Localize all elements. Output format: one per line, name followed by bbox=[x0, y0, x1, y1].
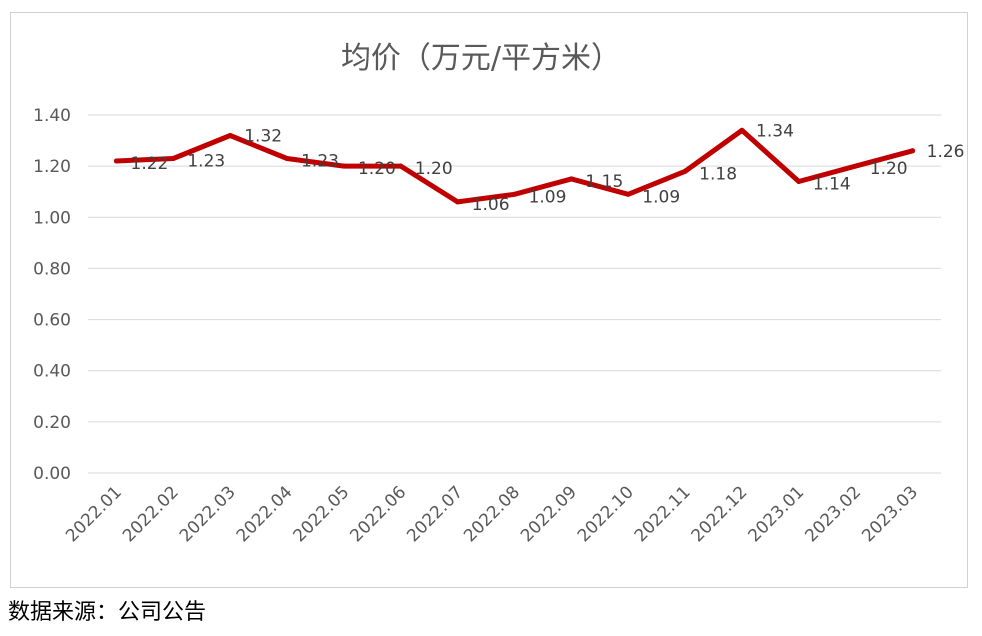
x-tick-label: 2022.03 bbox=[176, 482, 240, 546]
data-label: 1.22 bbox=[131, 154, 169, 174]
y-tick-label: 1.40 bbox=[33, 106, 71, 126]
x-tick-label: 2022.10 bbox=[574, 482, 638, 546]
x-axis-ticks: 2022.012022.022022.032022.042022.052022.… bbox=[62, 482, 922, 546]
x-tick-label: 2023.02 bbox=[801, 482, 865, 546]
data-point bbox=[284, 155, 290, 161]
x-tick-label: 2023.03 bbox=[858, 482, 922, 546]
data-label: 1.20 bbox=[358, 159, 396, 179]
x-tick-label: 2023.01 bbox=[745, 482, 809, 546]
x-tick-label: 2022.09 bbox=[517, 482, 581, 546]
data-point bbox=[682, 168, 688, 174]
chart-title: 均价（万元/平方米） bbox=[341, 41, 621, 76]
data-label: 1.15 bbox=[585, 172, 623, 192]
data-label: 1.20 bbox=[870, 159, 908, 179]
chart-frame: 均价（万元/平方米） 0.00 0.20 0.40 0.60 0.80 1.00 1.20 1… bbox=[10, 12, 968, 588]
x-tick-label: 2022.04 bbox=[233, 482, 297, 546]
data-point bbox=[398, 163, 404, 169]
data-label: 1.09 bbox=[642, 187, 680, 207]
y-axis-ticks: 0.00 0.20 0.40 0.60 0.80 1.00 1.20 1.40 bbox=[33, 106, 71, 484]
data-point bbox=[739, 127, 745, 133]
y-tick-label: 0.80 bbox=[33, 259, 71, 279]
data-label: 1.23 bbox=[301, 151, 339, 171]
x-tick-label: 2022.01 bbox=[62, 482, 126, 546]
y-tick-label: 0.00 bbox=[33, 464, 71, 484]
gridlines bbox=[88, 114, 941, 474]
data-label: 1.09 bbox=[529, 187, 567, 207]
data-point bbox=[512, 191, 517, 197]
data-point bbox=[853, 163, 859, 169]
data-label: 1.18 bbox=[699, 164, 737, 184]
y-tick-label: 1.20 bbox=[33, 157, 71, 177]
data-point bbox=[455, 199, 461, 205]
data-point bbox=[910, 148, 916, 154]
x-tick-label: 2022.12 bbox=[688, 482, 752, 546]
data-label: 1.34 bbox=[756, 121, 794, 141]
y-tick-label: 0.20 bbox=[33, 413, 71, 433]
data-labels: 1.22 1.23 1.32 1.23 1.20 1.20 1.06 1.09 1.15 1.09… bbox=[131, 121, 965, 215]
source-note: 数据来源：公司公告 bbox=[8, 600, 207, 625]
data-label: 1.26 bbox=[927, 142, 965, 162]
y-tick-label: 0.60 bbox=[33, 311, 71, 331]
data-point bbox=[113, 158, 119, 164]
data-point bbox=[341, 163, 347, 169]
x-tick-label: 2022.07 bbox=[403, 482, 467, 546]
x-tick-label: 2022.05 bbox=[290, 482, 354, 546]
series-line-layer bbox=[113, 127, 916, 205]
x-tick-label: 2022.11 bbox=[631, 482, 695, 546]
data-point bbox=[568, 176, 574, 182]
data-point bbox=[625, 191, 631, 197]
x-tick-label: 2022.02 bbox=[119, 482, 183, 546]
data-point bbox=[227, 132, 233, 138]
y-tick-label: 1.00 bbox=[33, 208, 71, 228]
line-chart: 均价（万元/平方米） 0.000.200.400.600.801.001.201… bbox=[33, 41, 965, 546]
x-tick-label: 2022.06 bbox=[346, 482, 410, 546]
data-label: 1.06 bbox=[472, 195, 510, 215]
data-point bbox=[796, 178, 802, 184]
data-label: 1.23 bbox=[187, 151, 225, 171]
data-label: 1.20 bbox=[415, 159, 453, 179]
data-point bbox=[170, 155, 176, 161]
data-label: 1.14 bbox=[813, 174, 851, 194]
data-label: 1.32 bbox=[244, 126, 282, 146]
x-tick-label: 2022.08 bbox=[460, 482, 524, 546]
y-tick-label: 0.40 bbox=[33, 362, 71, 382]
